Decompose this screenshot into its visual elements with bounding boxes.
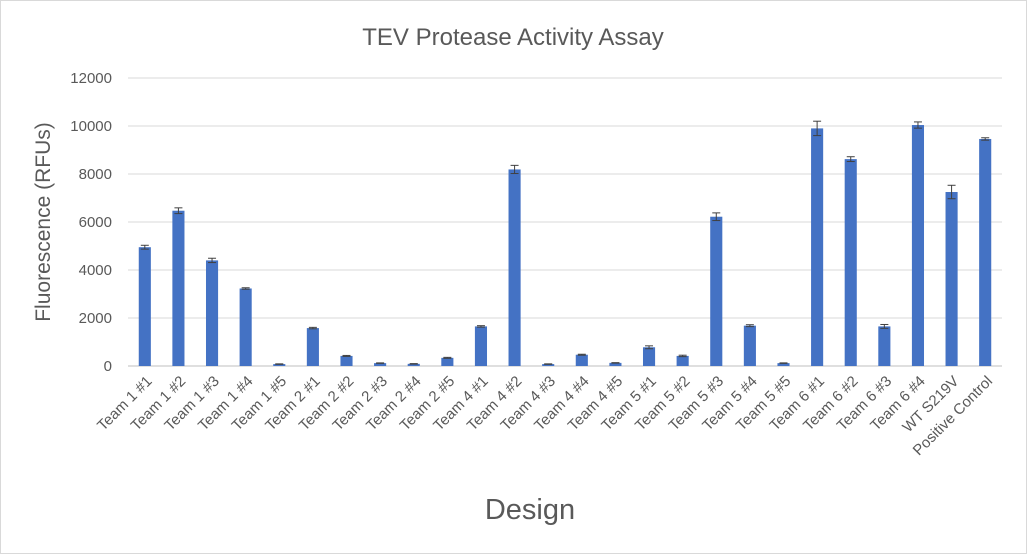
bar [676,355,689,366]
bar [743,325,756,366]
error-bars [140,120,990,365]
y-axis-ticks: 0 2000 4000 6000 8000 10000 12000 [70,70,112,375]
x-axis-title: Design [485,494,575,526]
y-tick-label: 12000 [70,70,112,87]
y-tick-label: 2000 [79,310,112,327]
bar [508,169,521,366]
bar [542,364,555,366]
bar [474,326,488,366]
bar [878,326,891,366]
bar [609,362,622,366]
error-bar [577,353,586,356]
bar [710,216,723,366]
bar [844,159,857,366]
error-bar [947,184,956,200]
error-bar [140,244,149,250]
bars [138,125,992,366]
y-tick-label: 4000 [79,262,112,279]
bar [340,355,353,366]
bar [642,347,656,366]
error-bar [174,207,183,215]
error-bar [308,326,317,330]
error-bar [712,212,721,222]
error-bar [208,257,217,264]
y-tick-label: 0 [104,358,112,375]
error-bar [510,164,519,175]
bar [306,328,319,366]
error-bar [846,156,855,163]
bar [575,354,588,366]
y-tick-label: 8000 [79,166,112,183]
error-bar [241,287,250,290]
error-bar [880,323,889,329]
error-bar [645,345,654,350]
error-bar [981,137,990,141]
y-axis-title: Fluorescence (RFUs) [32,122,55,322]
bar [979,138,992,366]
error-bar [342,354,351,357]
y-tick-label: 10000 [70,118,112,135]
grid-lines [128,77,1002,319]
bar [441,357,454,366]
bar [374,363,387,366]
bar [407,363,420,366]
bar [205,260,219,366]
bar [138,247,151,366]
bar [172,210,185,366]
error-bar [913,121,922,129]
error-bar [745,324,754,328]
chart-title: TEV Protease Activity Assay [362,24,663,51]
bar [811,128,824,366]
error-bar [476,325,485,328]
bar [239,288,252,366]
bar [273,364,286,366]
bar [945,192,958,366]
y-tick-label: 6000 [79,214,112,231]
bar [911,125,925,366]
bar [777,363,790,366]
error-bar [443,356,452,359]
error-bar [678,354,687,358]
error-bar [813,120,822,137]
